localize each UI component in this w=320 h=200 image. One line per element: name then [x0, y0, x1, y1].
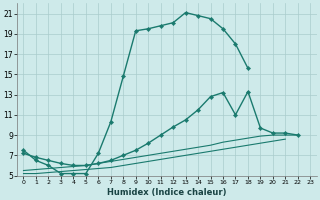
X-axis label: Humidex (Indice chaleur): Humidex (Indice chaleur): [107, 188, 227, 197]
